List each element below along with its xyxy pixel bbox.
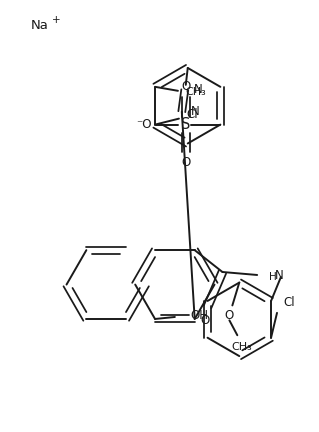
Text: Na: Na <box>31 19 49 32</box>
Text: O: O <box>200 314 209 327</box>
Text: H: H <box>269 272 277 282</box>
Text: N: N <box>194 83 203 96</box>
Text: Cl: Cl <box>283 296 294 309</box>
Text: N: N <box>275 270 284 283</box>
Text: +: + <box>52 15 61 25</box>
Text: O: O <box>181 156 190 169</box>
Text: O: O <box>225 309 234 322</box>
Text: ⁻O: ⁻O <box>136 118 152 131</box>
Text: CH₃: CH₃ <box>231 342 252 352</box>
Text: S: S <box>181 117 190 132</box>
Text: Cl: Cl <box>187 108 198 121</box>
Text: OH: OH <box>191 309 209 323</box>
Text: N: N <box>191 105 199 118</box>
Text: O: O <box>181 80 190 93</box>
Text: CH₃: CH₃ <box>186 87 207 97</box>
